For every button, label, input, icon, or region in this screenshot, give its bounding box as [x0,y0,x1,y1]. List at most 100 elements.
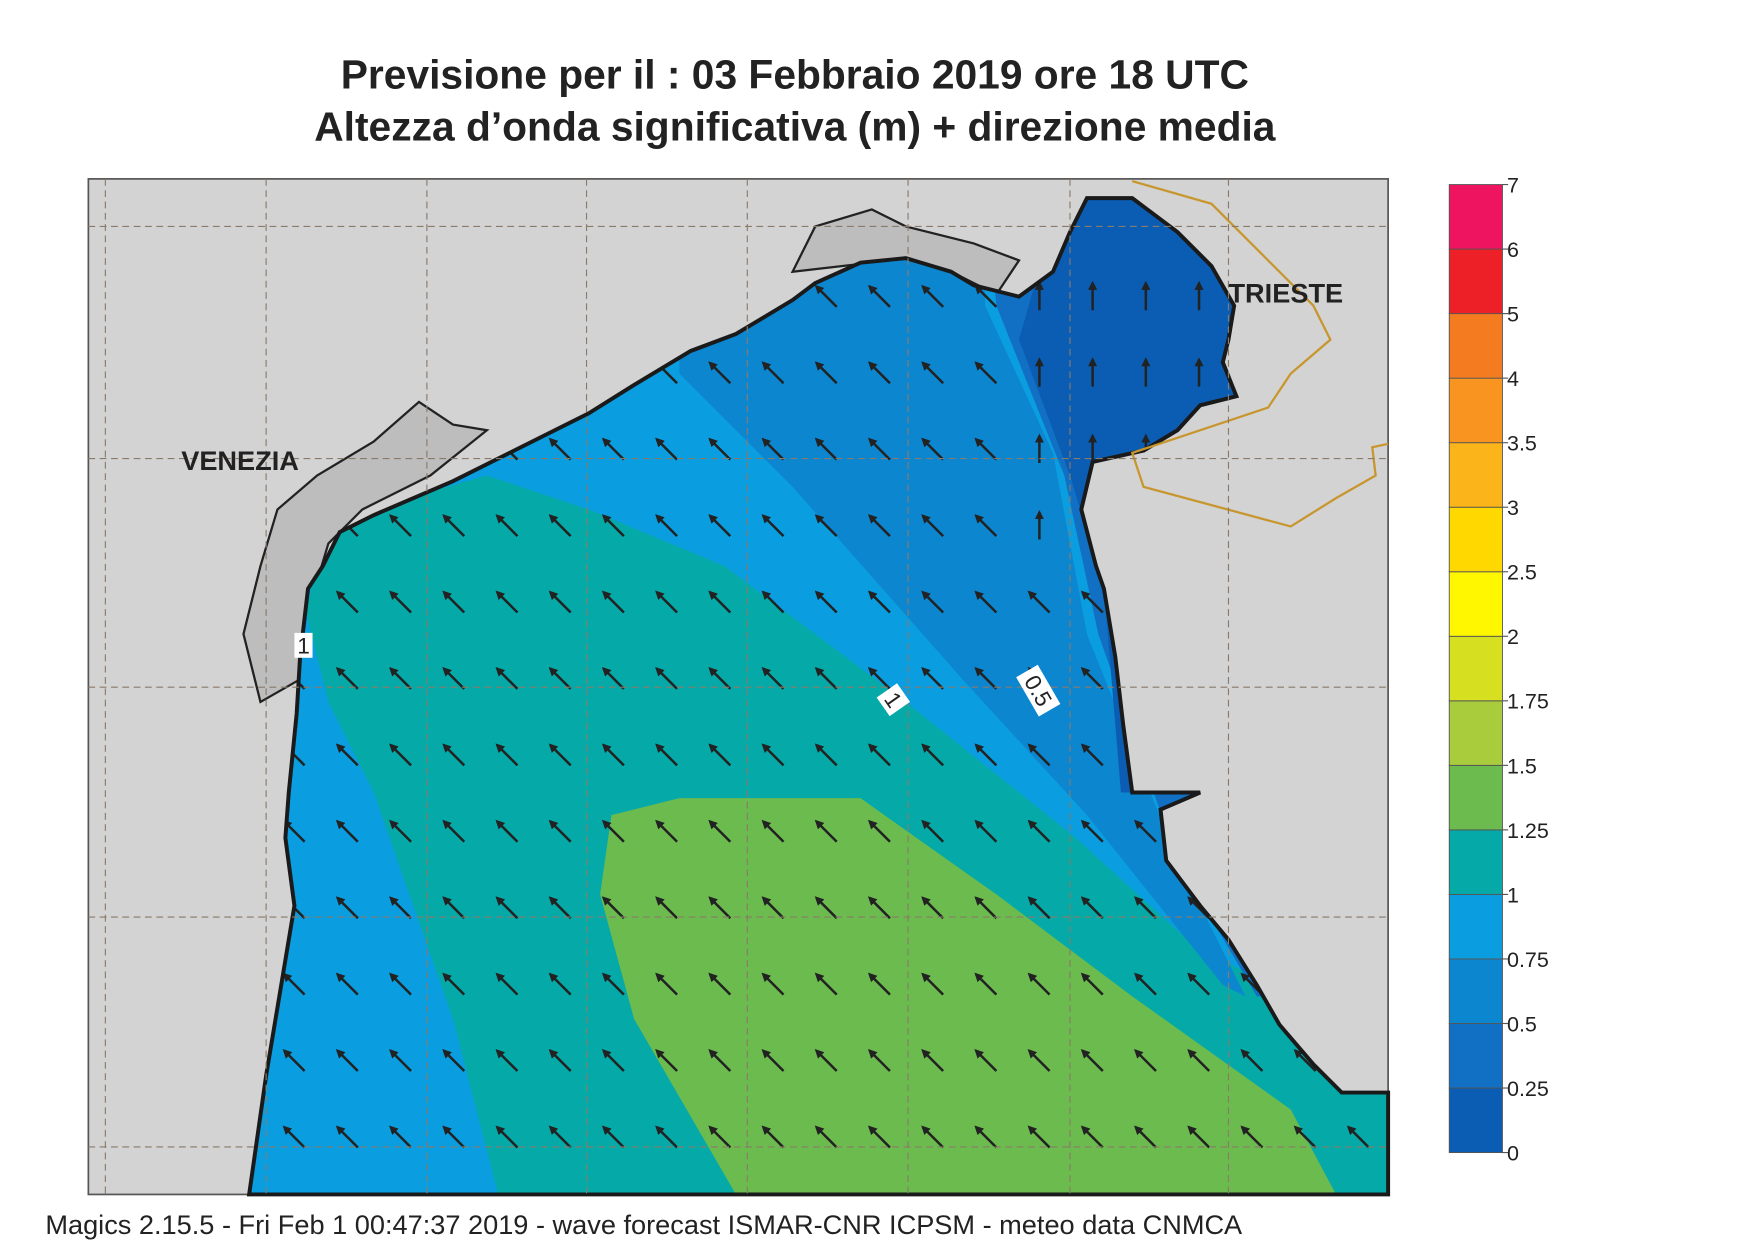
arrow [548,1049,572,1072]
arrow [389,590,412,614]
arrow [655,514,678,537]
arrow [974,361,998,385]
arrow [867,666,891,690]
arrow [921,1125,945,1149]
arrow [655,896,678,920]
arrow [601,819,625,843]
arrow [814,361,838,385]
arrow [761,590,785,614]
legend-swatch [1448,958,1503,1024]
arrow [814,743,838,767]
legend-label: 7 [1507,173,1519,197]
arrow [921,514,945,537]
arrow [708,1049,732,1072]
legend-label: 1.5 [1507,754,1537,778]
arrow [442,666,466,690]
arrow [974,972,998,996]
arrow [1187,1049,1211,1072]
arrow [335,666,359,690]
legend-swatch [1448,506,1503,573]
arrow [867,743,891,767]
arrow [548,1125,572,1149]
arrow [1293,1125,1317,1149]
arrow [974,437,998,461]
arrow [1027,1049,1051,1072]
arrow [708,743,732,767]
arrow [974,743,998,767]
arrow [814,437,838,461]
arrow [974,284,998,308]
legend-label: 6 [1507,238,1519,262]
arrow [761,361,785,385]
arrow [442,590,466,614]
arrow [442,896,466,920]
arrow [495,1125,519,1149]
legend-swatch [1448,248,1503,315]
arrow [282,1049,306,1072]
arrow [814,819,838,843]
arrow [1080,590,1104,614]
city-label: VENEZIA [181,445,299,476]
arrow [708,1125,732,1149]
arrow [1346,1125,1370,1149]
arrow [495,666,519,690]
arrow [548,666,572,690]
arrow [1080,1049,1104,1072]
arrow [761,1125,785,1149]
arrow [282,972,306,996]
arrow [974,666,998,690]
arrow [389,743,412,767]
arrow [389,1125,412,1149]
arrow [601,1125,625,1149]
arrow [1027,819,1051,843]
arrow [761,972,785,996]
legend-label: 2.5 [1507,561,1537,585]
label-box [876,683,911,717]
arrow [601,743,625,767]
arrow [442,819,466,843]
arrow [548,972,572,996]
arrow [601,514,625,537]
arrow [655,1125,678,1149]
arrow [601,437,625,461]
arrow [601,666,625,690]
arrow [708,514,732,537]
arrow [548,743,572,767]
arrow [335,590,359,614]
arrow [1027,972,1051,996]
subtitle: Altezza d’onda significativa (m) + direz… [314,103,1276,149]
arrow [708,819,732,843]
arrow [548,590,572,614]
arrow [814,284,838,308]
legend-label: 3.5 [1507,432,1537,456]
legend-swatch [1448,313,1503,379]
arrow [442,1049,466,1072]
arrow [867,1049,891,1072]
arrow [1027,743,1051,767]
legend-swatch [1448,893,1503,960]
legend-label: 3 [1507,496,1519,520]
arrow [867,514,891,537]
arrow [1080,743,1104,767]
legend-swatch [1448,635,1503,702]
arrow [708,972,732,996]
arrow [282,1125,306,1149]
legend-label: 1 [1507,883,1519,907]
arrow [655,819,678,843]
legend-swatch [1448,700,1503,766]
arrow [442,743,466,767]
arrow [921,666,945,690]
arrow [761,514,785,537]
graticule [88,178,1389,1195]
city-label: TRIESTE [1228,277,1343,308]
arrow [389,972,412,996]
arrow [974,1049,998,1072]
arrow [761,437,785,461]
legend-label: 1.25 [1507,819,1549,843]
arrow [1080,1125,1104,1149]
arrow [921,590,945,614]
arrow [761,819,785,843]
arrow [974,1125,998,1149]
arrow [1080,819,1104,843]
